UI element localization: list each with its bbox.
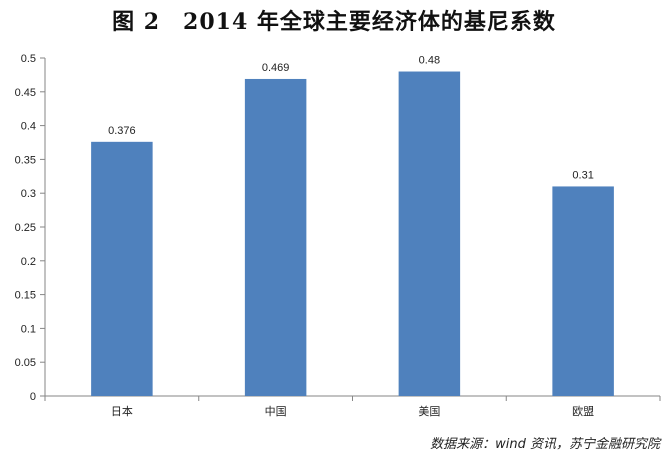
bar bbox=[91, 141, 153, 396]
y-tick-label: 0.3 bbox=[21, 188, 36, 200]
x-axis: 日本 中国 美国 欧盟 bbox=[44, 395, 661, 418]
bar bbox=[244, 78, 307, 397]
bar bbox=[398, 71, 461, 397]
category-label: 美国 bbox=[418, 405, 440, 418]
chart-title: 图 2 2014 年全球主要经济体的基尼系数 bbox=[112, 9, 556, 35]
y-tick-label: 0.45 bbox=[15, 87, 36, 99]
y-tick-label: 0 bbox=[30, 391, 36, 403]
bars bbox=[91, 71, 614, 397]
data-label: 0.469 bbox=[262, 62, 290, 74]
y-tick-label: 0.5 bbox=[21, 53, 36, 65]
y-tick-label: 0.4 bbox=[21, 121, 36, 133]
data-label: 0.376 bbox=[108, 125, 136, 137]
y-tick-label: 0.25 bbox=[15, 222, 36, 234]
category-label: 日本 bbox=[111, 404, 133, 418]
data-labels: 0.376 0.469 0.48 0.31 bbox=[108, 55, 594, 182]
category-label: 欧盟 bbox=[572, 405, 594, 418]
y-axis: 0 0.05 0.1 0.15 0.2 0.25 0.3 0.35 0.4 0.45 0.5 bbox=[15, 53, 46, 403]
data-label: 0.48 bbox=[419, 55, 440, 67]
bar bbox=[552, 186, 614, 396]
data-label: 0.31 bbox=[572, 169, 593, 181]
y-tick-label: 0.15 bbox=[15, 290, 36, 302]
y-tick-label: 0.2 bbox=[21, 256, 36, 268]
y-tick-label: 0.35 bbox=[15, 154, 36, 166]
source-note: 数据来源：wind 资讯，苏宁金融研究院 bbox=[430, 437, 660, 452]
y-tick-label: 0.05 bbox=[15, 357, 36, 369]
y-tick-label: 0.1 bbox=[21, 323, 36, 335]
category-label: 中国 bbox=[265, 405, 287, 418]
